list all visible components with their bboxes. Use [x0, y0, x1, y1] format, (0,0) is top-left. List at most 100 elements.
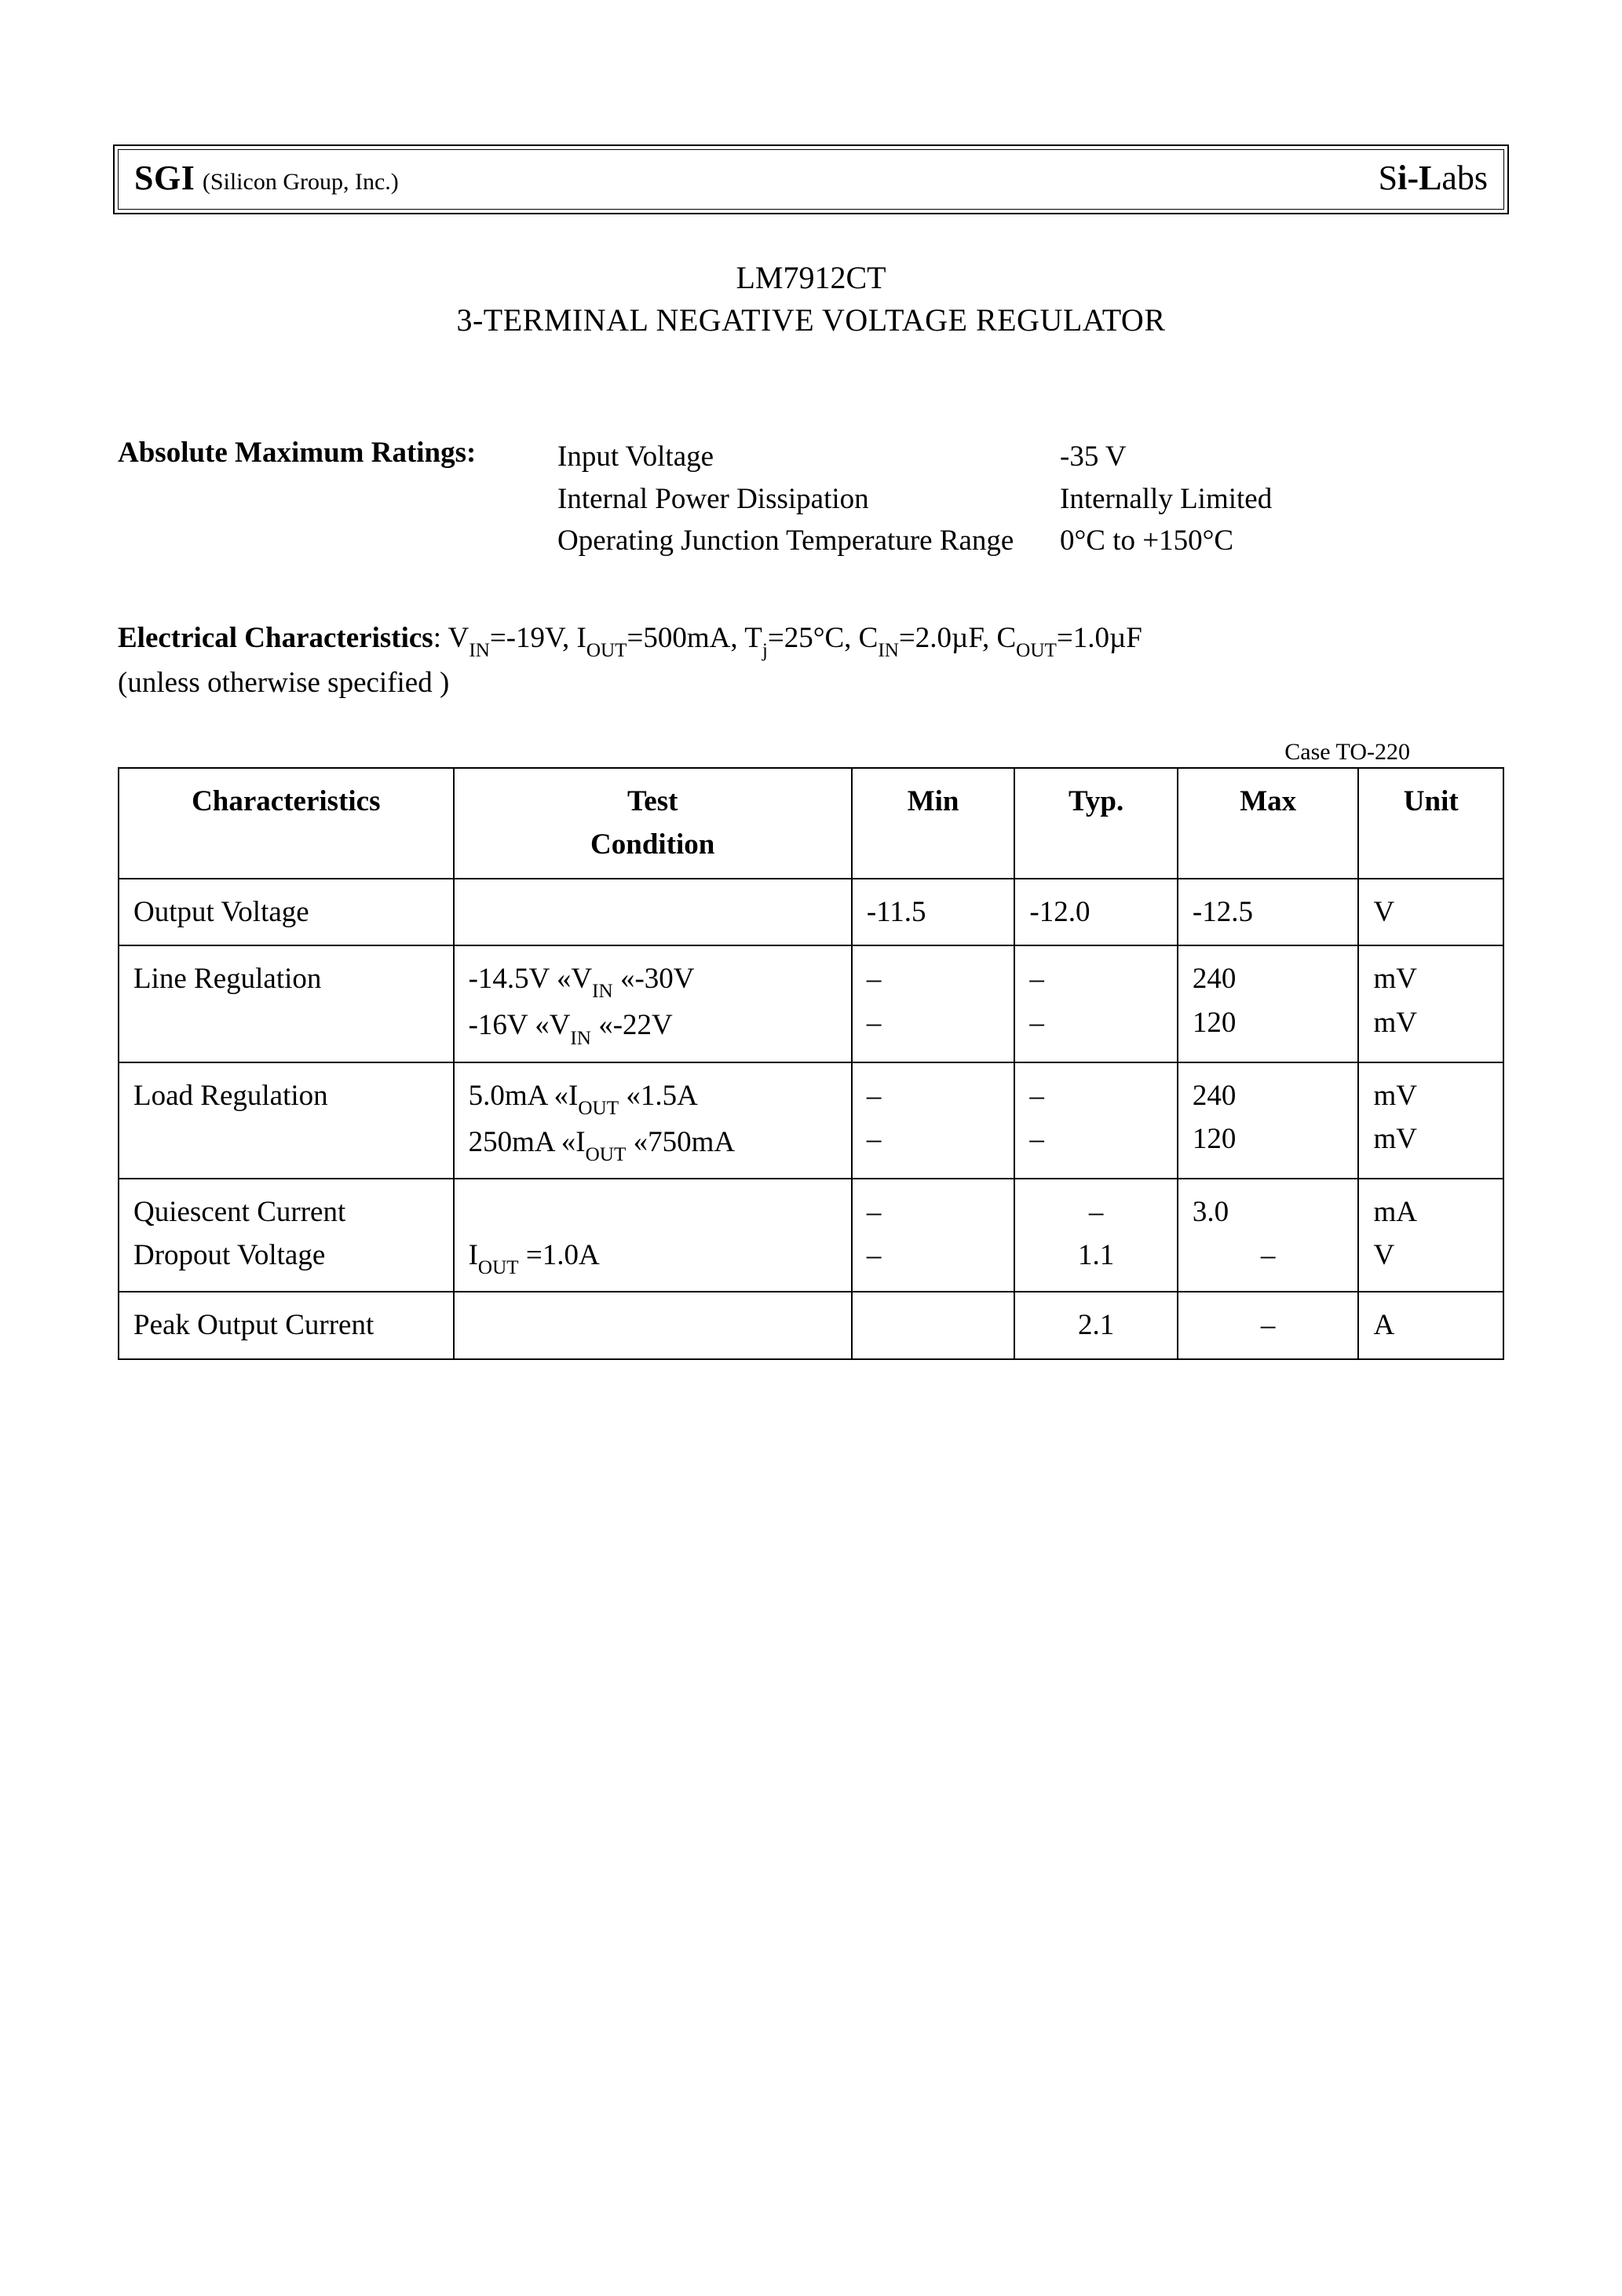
cell-cond: IOUT =1.0A — [454, 1179, 852, 1292]
val-line: – — [1193, 1234, 1344, 1278]
val-line: – — [867, 1001, 1000, 1045]
company-abbr: SGI — [134, 159, 195, 197]
amr-value: Internally Limited — [1060, 478, 1504, 521]
amr-param: Internal Power Dissipation — [557, 478, 1060, 521]
val-line: 240 — [1193, 1074, 1344, 1118]
cell-max: 3.0 – — [1178, 1179, 1359, 1292]
company-full: (Silicon Group, Inc.) — [203, 169, 399, 195]
brand-prefix: S — [1379, 159, 1397, 197]
part-number: LM7912CT — [118, 257, 1504, 299]
ec-colon: : — [433, 622, 448, 654]
cell-unit: mV mV — [1358, 1062, 1503, 1179]
val-line: mV — [1373, 1074, 1489, 1118]
cell-max: 240 120 — [1178, 1062, 1359, 1179]
cell-char: Load Regulation — [119, 1062, 454, 1179]
cond-line: 250mA «IOUT «750mA — [469, 1121, 837, 1167]
table-body: Output Voltage -11.5 -12.0 -12.5 V Line … — [119, 879, 1503, 1359]
datasheet-page: SGI (Silicon Group, Inc.) Si-Labs LM7912… — [0, 0, 1622, 2296]
cond-line: -16V «VIN «-22V — [469, 1004, 837, 1050]
amr-values: -35 V Internally Limited 0°C to +150°C — [1060, 436, 1504, 562]
cell-max: -12.5 — [1178, 879, 1359, 946]
val-line: 1.1 — [1029, 1234, 1163, 1278]
val-line: mA — [1373, 1190, 1489, 1234]
amr-param: Input Voltage — [557, 436, 1060, 478]
cell-char: Quiescent Current Dropout Voltage — [119, 1179, 454, 1292]
cell-max: 240 120 — [1178, 945, 1359, 1062]
val-line: mV — [1373, 1117, 1489, 1161]
col-test-condition-line1: Test Condition — [469, 780, 837, 867]
cell-typ: – – — [1014, 1062, 1178, 1179]
cell-unit: A — [1358, 1292, 1503, 1359]
val-line: 240 — [1193, 957, 1344, 1001]
ec-conditions: VIN=-19V, IOUT=500mA, Tj=25°C, CIN=2.0µF… — [448, 622, 1142, 654]
cell-unit: mV mV — [1358, 945, 1503, 1062]
cell-cond: -14.5V «VIN «-30V -16V «VIN «-22V — [454, 945, 852, 1062]
col-characteristics: Characteristics — [119, 768, 454, 879]
table-row: Load Regulation 5.0mA «IOUT «1.5A 250mA … — [119, 1062, 1503, 1179]
cell-typ: -12.0 — [1014, 879, 1178, 946]
val-line: – — [1029, 1001, 1163, 1045]
cell-typ: – 1.1 — [1014, 1179, 1178, 1292]
cell-cond — [454, 1292, 852, 1359]
val-line: mV — [1373, 1001, 1489, 1045]
absolute-maximum-ratings: Absolute Maximum Ratings: Input Voltage … — [118, 436, 1504, 562]
table-row: Peak Output Current 2.1 – A — [119, 1292, 1503, 1359]
char-line: Quiescent Current — [133, 1190, 439, 1234]
table-row: Line Regulation -14.5V «VIN «-30V -16V «… — [119, 945, 1503, 1062]
cond-line: IOUT =1.0A — [469, 1234, 837, 1280]
val-line: 120 — [1193, 1001, 1344, 1045]
cell-min: – – — [852, 1062, 1015, 1179]
header-banner: SGI (Silicon Group, Inc.) Si-Labs — [118, 149, 1504, 210]
val-line: 120 — [1193, 1117, 1344, 1161]
cond-line: -14.5V «VIN «-30V — [469, 957, 837, 1004]
col-max: Max — [1178, 768, 1359, 879]
amr-params: Input Voltage Internal Power Dissipation… — [557, 436, 1060, 562]
val-line: – — [1029, 1117, 1163, 1161]
cell-min — [852, 1292, 1015, 1359]
cell-unit: mA V — [1358, 1179, 1503, 1292]
table-row: Output Voltage -11.5 -12.0 -12.5 V — [119, 879, 1503, 946]
col-unit: Unit — [1358, 768, 1503, 879]
cell-char: Line Regulation — [119, 945, 454, 1062]
val-line: – — [1029, 1190, 1163, 1234]
table-header-row: Characteristics Test Condition Min Typ. … — [119, 768, 1503, 879]
amr-value: -35 V — [1060, 436, 1504, 478]
cell-unit: V — [1358, 879, 1503, 946]
spec-table: Characteristics Test Condition Min Typ. … — [118, 767, 1504, 1360]
brand-mid: i-L — [1397, 159, 1441, 197]
cell-min: – – — [852, 945, 1015, 1062]
char-line: Dropout Voltage — [133, 1234, 439, 1278]
val-line: – — [867, 1234, 1000, 1278]
col-min: Min — [852, 768, 1015, 879]
cell-cond — [454, 879, 852, 946]
amr-param: Operating Junction Temperature Range — [557, 520, 1060, 562]
val-line: – — [867, 1117, 1000, 1161]
val-line: mV — [1373, 957, 1489, 1001]
cell-char: Peak Output Current — [119, 1292, 454, 1359]
brand-suffix: abs — [1441, 159, 1488, 197]
cell-char: Output Voltage — [119, 879, 454, 946]
val-line: – — [1029, 1074, 1163, 1118]
subtitle: 3-TERMINAL NEGATIVE VOLTAGE REGULATOR — [118, 299, 1504, 342]
electrical-characteristics-heading: Electrical Characteristics: VIN=-19V, IO… — [118, 617, 1504, 663]
val-line: – — [1029, 957, 1163, 1001]
cond-line — [469, 1190, 837, 1234]
col-typ: Typ. — [1014, 768, 1178, 879]
cell-typ: – – — [1014, 945, 1178, 1062]
amr-value: 0°C to +150°C — [1060, 520, 1504, 562]
ec-label: Electrical Characteristics — [118, 622, 433, 654]
case-label: Case TO-220 — [118, 739, 1504, 766]
cell-max: – — [1178, 1292, 1359, 1359]
cell-typ: 2.1 — [1014, 1292, 1178, 1359]
cell-min: -11.5 — [852, 879, 1015, 946]
cond-line: 5.0mA «IOUT «1.5A — [469, 1074, 837, 1121]
header-right: Si-Labs — [1379, 158, 1488, 198]
cell-cond: 5.0mA «IOUT «1.5A 250mA «IOUT «750mA — [454, 1062, 852, 1179]
title-block: LM7912CT 3-TERMINAL NEGATIVE VOLTAGE REG… — [118, 257, 1504, 342]
ec-note: (unless otherwise specified ) — [118, 666, 1504, 700]
val-line: – — [867, 957, 1000, 1001]
val-line: – — [867, 1190, 1000, 1234]
header-left: SGI (Silicon Group, Inc.) — [134, 158, 399, 198]
amr-label: Absolute Maximum Ratings: — [118, 436, 557, 562]
val-line: 3.0 — [1193, 1190, 1344, 1234]
